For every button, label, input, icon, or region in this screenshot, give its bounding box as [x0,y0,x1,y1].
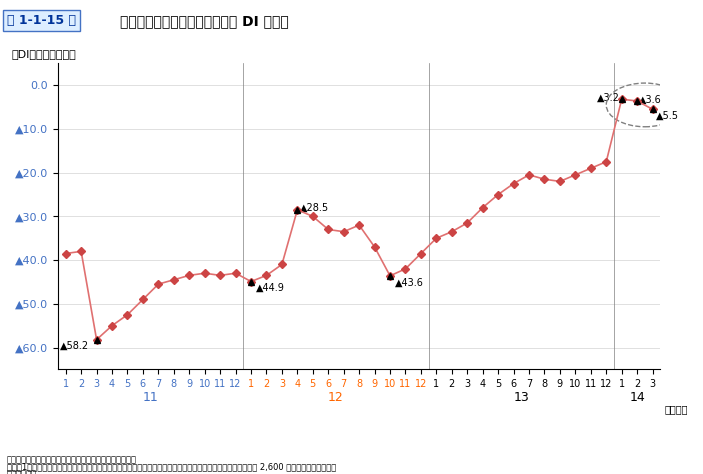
Text: 11: 11 [143,391,158,404]
Text: （注）1．都道府県中央会に設置されている情報連絡員（中小企業の組合（協同組合、商工組合等）の役職員約 2,600 名に委嘱。）による調: （注）1．都道府県中央会に設置されている情報連絡員（中小企業の組合（協同組合、商… [7,462,336,471]
Text: 12: 12 [328,391,344,404]
Text: ▲58.2: ▲58.2 [60,341,89,351]
Text: 14: 14 [629,391,645,404]
Text: ▲44.9: ▲44.9 [256,283,285,293]
Text: 第 1-1-15 図: 第 1-1-15 図 [7,14,76,27]
Text: ▲28.5: ▲28.5 [300,203,330,213]
Text: （年月）: （年月） [665,404,688,414]
Text: 中小企業・小規模事業者の景況 DI の推移: 中小企業・小規模事業者の景況 DI の推移 [120,14,288,28]
Text: 13: 13 [513,391,529,404]
Text: ▲5.5: ▲5.5 [656,111,678,121]
Text: ▲3.6: ▲3.6 [640,95,662,105]
Text: 資料：全国中小企業団体中央会「中小企業月次景況調査」: 資料：全国中小企業団体中央会「中小企業月次景況調査」 [7,455,137,464]
Text: ▲3.2: ▲3.2 [597,93,619,103]
Text: ▲43.6: ▲43.6 [394,277,423,287]
Text: （DI、前年同月比）: （DI、前年同月比） [12,49,77,59]
Text: 査。: 査。 [7,469,37,474]
